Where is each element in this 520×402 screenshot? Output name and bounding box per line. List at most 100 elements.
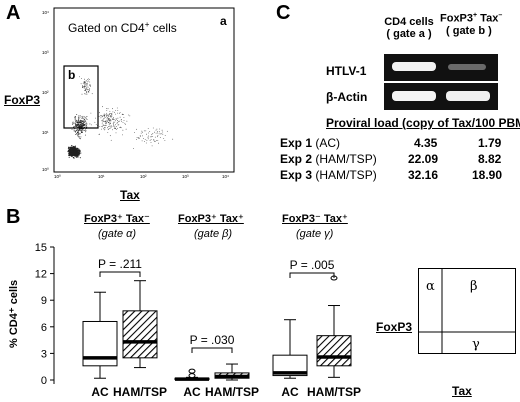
- scatter-dot: [85, 90, 86, 92]
- scatter-dot: [98, 134, 100, 136]
- scatter-dot: [68, 152, 70, 154]
- p-bracket: P = .030: [190, 333, 235, 353]
- scatter-dot: [82, 120, 84, 122]
- scatter-dot: [103, 120, 104, 122]
- scatter-dot: [166, 130, 168, 132]
- scatter-dot: [105, 116, 107, 118]
- scatter-dot: [105, 123, 106, 125]
- scatter-dot: [79, 157, 81, 159]
- scatter-dot: [99, 112, 100, 114]
- scatter-dot: [115, 110, 117, 111]
- scatter-dot: [86, 125, 87, 127]
- scatter-dot: [73, 129, 75, 131]
- scatter-dot: [84, 90, 85, 91]
- scatter-dot: [159, 137, 161, 138]
- scatter-dot: [112, 126, 114, 127]
- scatter-dot: [115, 119, 117, 120]
- scatter-dot: [73, 149, 75, 151]
- gated-on-text: Gated on CD4+ cells: [68, 20, 177, 35]
- scatter-dot: [85, 122, 87, 124]
- scatter-dot: [85, 131, 87, 133]
- band-actin-lane2: [446, 91, 490, 101]
- value-gate-b: 8.82: [478, 152, 502, 166]
- scatter-dot: [85, 123, 87, 125]
- scatter-dot: [116, 127, 118, 129]
- x-tick-label: 10⁰: [54, 174, 61, 179]
- scatter-dot: [112, 119, 114, 120]
- scatter-dot: [133, 148, 134, 149]
- scatter-dot: [112, 118, 114, 120]
- scatter-dot: [104, 129, 106, 131]
- scatter-dot: [149, 131, 151, 132]
- scatter-dot: [98, 115, 100, 117]
- scatter-dot: [101, 121, 103, 123]
- scatter-dot: [124, 122, 126, 124]
- scatter-dot: [85, 89, 87, 91]
- scatter-dot: [110, 119, 111, 120]
- scatter-dot: [116, 126, 117, 127]
- scatter-dot: [102, 116, 103, 117]
- scatter-dot: [75, 134, 77, 136]
- scatter-dot: [74, 119, 76, 121]
- scatter-dot: [110, 120, 111, 121]
- scatter-dot: [81, 122, 83, 124]
- scatter-dot: [121, 119, 122, 120]
- scatter-dot: [84, 93, 85, 95]
- scatter-dot: [154, 136, 156, 138]
- panel-b-letter: B: [6, 206, 21, 228]
- y-tick-label: 6: [41, 322, 47, 334]
- scatter-dot: [75, 122, 77, 124]
- box-2: [122, 280, 158, 369]
- scatter-dot: [74, 145, 77, 147]
- scatter-dot: [145, 142, 147, 144]
- scatter-dot: [102, 115, 104, 117]
- scatter-dot: [117, 122, 118, 123]
- scatter-dot: [87, 89, 89, 91]
- p-value-label: P = .030: [190, 333, 235, 347]
- scatter-dot: [89, 84, 90, 86]
- scatter-dot: [148, 132, 149, 134]
- scatter-dot: [86, 87, 88, 88]
- scatter-dot: [84, 78, 85, 80]
- scatter-dot: [103, 113, 105, 115]
- scatter-dot: [118, 120, 120, 122]
- scatter-dot: [118, 113, 120, 114]
- scatter-dot: [85, 80, 87, 81]
- band-htlv-lane1: [392, 62, 436, 71]
- scatter-dot: [82, 83, 84, 84]
- scatter-dot: [84, 129, 86, 131]
- scatter-dot: [105, 121, 107, 123]
- scatter-dot: [77, 120, 79, 122]
- scatter-dot: [107, 117, 108, 119]
- scatter-dot: [125, 128, 127, 130]
- scatter-dot: [113, 117, 114, 118]
- scatter-dot: [75, 125, 77, 127]
- scatter-dot: [82, 132, 83, 133]
- scatter-dot: [109, 114, 110, 116]
- scatter-dot: [172, 138, 174, 140]
- scatter-dot: [77, 132, 79, 134]
- gate-b-label: b: [68, 68, 76, 82]
- scatter-dot: [99, 126, 101, 127]
- scatter-dot: [87, 90, 89, 92]
- scatter-dot: [144, 139, 146, 140]
- scatter-dot: [111, 113, 112, 114]
- scatter-dot: [99, 133, 100, 135]
- scatter-dot: [104, 125, 106, 126]
- scatter-dot: [159, 131, 160, 133]
- scatter-dot: [82, 126, 84, 127]
- value-gate-a: 32.16: [408, 168, 439, 182]
- scatter-dot: [111, 113, 113, 115]
- scatter-dot: [134, 132, 135, 133]
- scatter-dot: [143, 130, 145, 132]
- scatter-dot: [100, 115, 102, 116]
- scatter-dot: [84, 116, 85, 118]
- scatter-dot: [113, 121, 115, 123]
- scatter-dot: [107, 115, 109, 117]
- scatter-dot: [107, 119, 109, 120]
- scatter-dot: [151, 145, 153, 147]
- scatter-dot: [86, 82, 88, 84]
- scatter-dot: [79, 125, 81, 127]
- scatter-dot: [83, 85, 85, 87]
- scatter-dot: [105, 120, 106, 122]
